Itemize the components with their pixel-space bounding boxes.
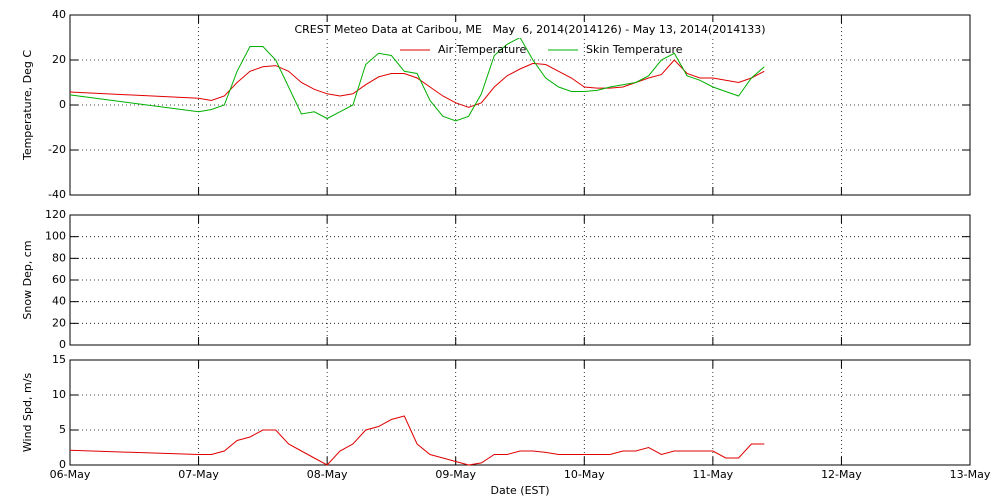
y-tick-label: 40	[52, 295, 66, 308]
y-axis-label: Snow Dep, cm	[21, 240, 34, 319]
x-tick-label: 12-May	[821, 468, 862, 481]
y-axis-label: Wind Spd, m/s	[21, 373, 34, 453]
plot-frame	[69, 359, 971, 466]
y-tick-label: 80	[52, 251, 66, 264]
y-tick-label: 60	[52, 273, 66, 286]
chart-title: CREST Meteo Data at Caribou, ME May 6, 2…	[294, 23, 765, 36]
x-tick-label: 10-May	[564, 468, 605, 481]
y-tick-label: 120	[45, 208, 66, 221]
x-tick-label: 07-May	[178, 468, 219, 481]
y-tick-label: 20	[52, 53, 66, 66]
y-tick-label: 0	[59, 98, 66, 111]
y-axis-label: Temperature, Deg C	[21, 50, 34, 161]
y-tick-label: 40	[52, 8, 66, 21]
x-axis-label: Date (EST)	[490, 484, 549, 497]
title-bg	[228, 22, 828, 38]
y-tick-label: 5	[59, 423, 66, 436]
y-tick-label: 0	[59, 458, 66, 471]
legend-label: Skin Temperature	[586, 43, 683, 56]
y-tick-label: 10	[52, 388, 66, 401]
y-tick-label: 100	[45, 230, 66, 243]
y-tick-label: 15	[52, 353, 66, 366]
x-tick-label: 09-May	[435, 468, 476, 481]
x-tick-label: 06-May	[50, 468, 91, 481]
series-line	[69, 59, 765, 108]
y-tick-label: -40	[48, 188, 66, 201]
x-tick-label: 13-May	[950, 468, 991, 481]
x-tick-label: 11-May	[692, 468, 733, 481]
series-line	[69, 36, 765, 122]
y-tick-label: -20	[48, 143, 66, 156]
x-tick-label: 08-May	[307, 468, 348, 481]
series-line	[69, 415, 765, 466]
y-tick-label: 0	[59, 338, 66, 351]
legend-label: Air Temperature	[438, 43, 527, 56]
y-tick-label: 20	[52, 316, 66, 329]
plot-frame	[69, 214, 971, 346]
plot-frame	[69, 14, 971, 196]
